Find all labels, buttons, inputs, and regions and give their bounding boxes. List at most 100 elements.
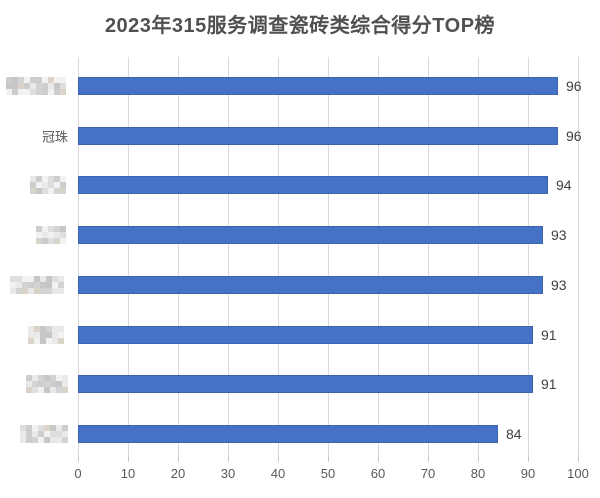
censor-pixel: [6, 88, 12, 95]
censor-pixel: [38, 381, 44, 388]
gridline: [328, 57, 329, 455]
censor-pixel: [62, 381, 68, 388]
censor-pixel: [42, 182, 48, 189]
censor-pixel: [20, 437, 26, 444]
category-label: 冠珠: [41, 129, 68, 145]
x-tick-label: 0: [74, 466, 82, 481]
gridline: [478, 57, 479, 455]
censor-pixel: [24, 76, 30, 83]
censor-pixel: [26, 425, 32, 432]
value-label: 91: [541, 376, 557, 393]
censor-pixel: [34, 337, 40, 344]
censor-pixel: [44, 437, 50, 444]
censor-pixel: [46, 331, 52, 338]
censor-pixel: [34, 325, 40, 332]
censor-pixel: [36, 176, 42, 183]
censor-pixel: [26, 375, 32, 382]
censor-pixel: [38, 387, 44, 394]
censor-pixel: [60, 88, 66, 95]
value-label: 96: [566, 127, 582, 144]
gridline: [128, 57, 129, 455]
censor-pixel: [50, 387, 56, 394]
censor-pixel: [52, 281, 58, 288]
censor-pixel: [20, 425, 26, 432]
censor-pixel: [40, 287, 46, 294]
censor-pixel: [58, 275, 64, 282]
censor-pixel: [44, 375, 50, 382]
bar: [78, 425, 498, 444]
x-axis-tick: [178, 455, 179, 462]
value-label: 94: [556, 177, 572, 194]
censored-category-label: [26, 375, 68, 394]
censor-pixel: [30, 82, 36, 89]
censor-pixel: [28, 325, 34, 332]
censor-pixel: [38, 375, 44, 382]
censor-pixel: [22, 281, 28, 288]
censor-pixel: [50, 431, 56, 438]
censor-pixel: [58, 337, 64, 344]
censor-pixel: [34, 275, 40, 282]
censor-pixel: [38, 437, 44, 444]
value-label: 93: [551, 227, 567, 244]
gridline: [578, 57, 579, 455]
x-tick-label: 80: [470, 466, 486, 481]
censor-pixel: [52, 325, 58, 332]
x-axis-tick: [578, 455, 579, 462]
censor-pixel: [34, 281, 40, 288]
censor-pixel: [58, 287, 64, 294]
censor-pixel: [56, 425, 62, 432]
censor-pixel: [62, 425, 68, 432]
censor-pixel: [54, 76, 60, 83]
censor-pixel: [50, 437, 56, 444]
x-tick-label: 90: [520, 466, 536, 481]
censor-pixel: [54, 238, 60, 245]
censor-pixel: [32, 375, 38, 382]
censor-pixel: [54, 88, 60, 95]
censor-pixel: [16, 275, 22, 282]
x-axis-tick: [228, 455, 229, 462]
gridline: [228, 57, 229, 455]
censor-pixel: [12, 82, 18, 89]
censor-pixel: [28, 331, 34, 338]
censor-pixel: [48, 226, 54, 233]
censor-pixel: [24, 82, 30, 89]
censor-pixel: [12, 88, 18, 95]
x-tick-label: 10: [120, 466, 136, 481]
censor-pixel: [56, 387, 62, 394]
x-axis-tick: [78, 455, 79, 462]
bar: [78, 325, 533, 344]
censor-pixel: [30, 182, 36, 189]
censor-pixel: [28, 337, 34, 344]
value-label: 93: [551, 276, 567, 293]
x-axis-tick: [428, 455, 429, 462]
x-axis-tick: [278, 455, 279, 462]
censor-pixel: [44, 387, 50, 394]
censor-pixel: [42, 176, 48, 183]
gridline: [178, 57, 179, 455]
censor-pixel: [40, 337, 46, 344]
censor-pixel: [42, 82, 48, 89]
censor-pixel: [32, 431, 38, 438]
censor-pixel: [16, 287, 22, 294]
gridline: [528, 57, 529, 455]
censor-pixel: [12, 76, 18, 83]
value-label: 84: [506, 426, 522, 443]
censor-pixel: [32, 437, 38, 444]
censor-pixel: [60, 76, 66, 83]
censor-pixel: [34, 287, 40, 294]
x-tick-label: 30: [220, 466, 236, 481]
censor-pixel: [60, 176, 66, 183]
censored-category-label: [10, 275, 68, 294]
censor-pixel: [52, 275, 58, 282]
censor-pixel: [48, 82, 54, 89]
gridline: [378, 57, 379, 455]
gridline: [78, 57, 79, 455]
censor-pixel: [42, 226, 48, 233]
censor-pixel: [42, 188, 48, 195]
censor-pixel: [54, 176, 60, 183]
censor-pixel: [42, 76, 48, 83]
censor-pixel: [10, 287, 16, 294]
x-tick-label: 100: [567, 466, 589, 481]
censor-pixel: [40, 331, 46, 338]
